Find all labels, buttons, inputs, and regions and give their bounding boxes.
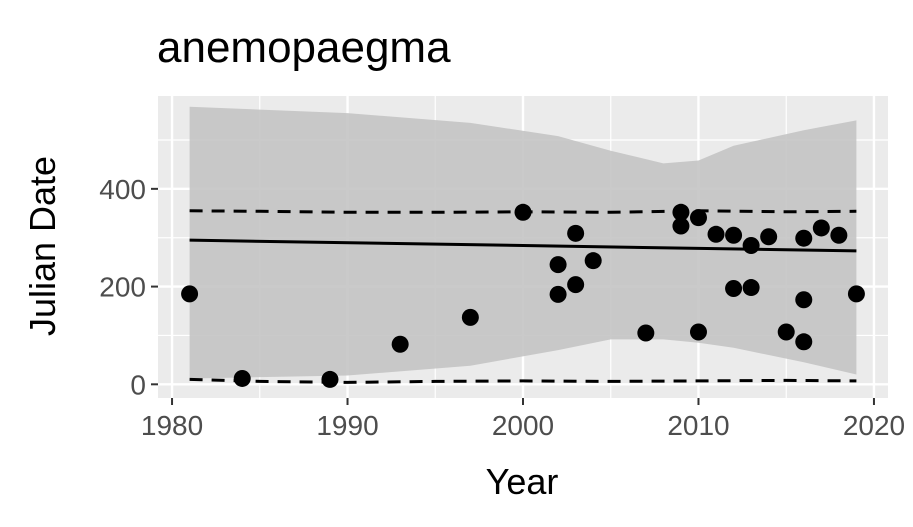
data-point: [795, 229, 813, 247]
data-point: [689, 209, 707, 227]
data-points: [181, 203, 865, 388]
data-point: [233, 369, 251, 387]
y-axis: 0 200 400: [99, 174, 158, 400]
data-point: [391, 335, 409, 353]
data-point: [795, 291, 813, 309]
lower-quantile-line: [189, 377, 857, 384]
x-tick-label: 2020: [843, 410, 905, 441]
data-point: [742, 237, 760, 255]
data-point: [584, 252, 602, 270]
data-point: [549, 256, 567, 274]
data-point: [672, 203, 690, 221]
data-point: [514, 203, 532, 221]
y-tick-label: 200: [99, 272, 146, 303]
data-point: [549, 285, 567, 303]
x-tick-label: 1990: [316, 410, 378, 441]
x-tick-label: 1980: [141, 410, 203, 441]
data-point: [672, 217, 690, 235]
y-tick-label: 400: [99, 174, 146, 205]
data-point: [637, 324, 655, 342]
data-point: [795, 333, 813, 351]
data-point: [567, 224, 585, 242]
chart-title: anemopaegma: [157, 23, 451, 72]
data-point: [461, 308, 479, 326]
data-point: [707, 225, 725, 243]
data-point: [567, 276, 585, 294]
data-point: [725, 226, 743, 244]
confidence-ribbon: [189, 106, 857, 379]
data-point: [321, 370, 339, 388]
data-point: [830, 226, 848, 244]
x-tick-label: 2000: [492, 410, 554, 441]
x-axis: 1980 1990 2000 2010 2020: [141, 398, 905, 441]
x-axis-title: Year: [486, 461, 559, 502]
data-point: [812, 219, 830, 237]
x-tick-label: 2010: [667, 410, 729, 441]
data-point: [742, 279, 760, 297]
data-point: [725, 280, 743, 298]
y-axis-title: Julian Date: [22, 156, 63, 336]
data-point: [760, 228, 778, 246]
y-tick-label: 0: [130, 369, 146, 400]
data-point: [847, 285, 865, 303]
data-point: [181, 285, 199, 303]
data-point: [689, 323, 707, 341]
data-point: [777, 323, 795, 341]
